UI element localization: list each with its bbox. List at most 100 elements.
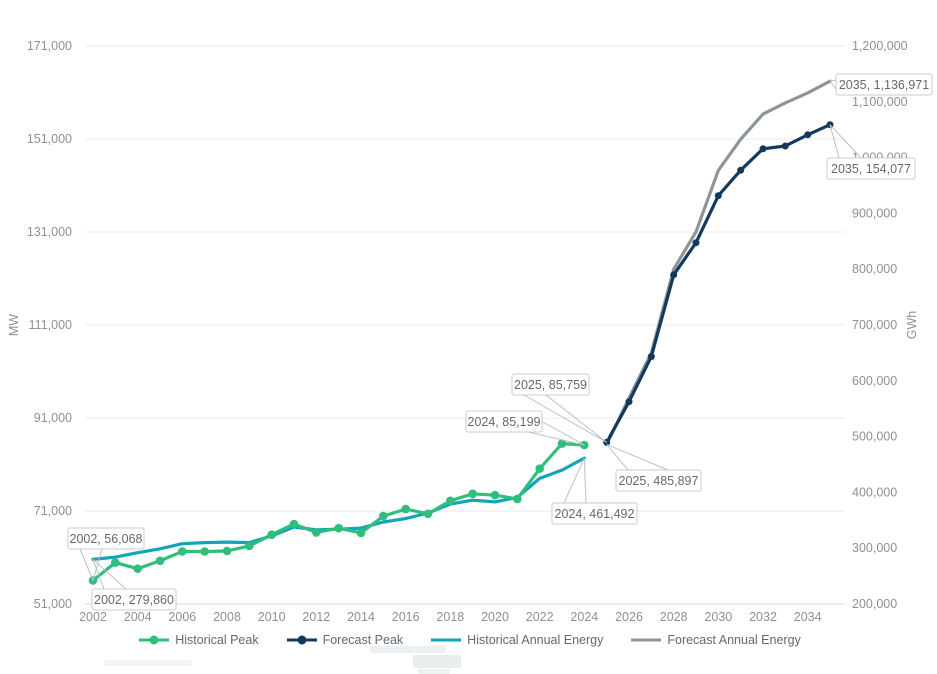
annotation-callout: 2024, 461,492: [551, 457, 638, 525]
annotation-callout: 2025, 85,759: [511, 373, 607, 443]
left-axis-tick: 51,000: [34, 597, 72, 611]
x-axis-tick: 2028: [660, 610, 688, 624]
annotation-callout: 2035, 154,077: [826, 124, 916, 180]
x-axis-tick: 2024: [570, 610, 598, 624]
right-axis-title: GWh: [905, 311, 919, 340]
legend-swatch-forecast-annual-energy: [631, 638, 662, 642]
annotation-leader-line: [79, 548, 94, 581]
x-axis-tick: 2006: [168, 610, 196, 624]
data-point-historical-peak: [178, 547, 187, 556]
legend-item-forecast-annual-energy: Forecast Annual Energy: [628, 633, 801, 647]
right-axis-tick: 500,000: [852, 430, 897, 444]
annotation-label: 2035, 154,077: [831, 162, 911, 176]
annotation-leader-line: [829, 80, 837, 90]
data-point-forecast-peak: [714, 192, 722, 200]
x-axis-tick: 2030: [704, 610, 732, 624]
right-axis-tick: 800,000: [852, 262, 897, 276]
right-axis-tick: 600,000: [852, 374, 897, 388]
annotation-leader-line: [545, 394, 607, 443]
annotation-callout: 2002, 279,860: [91, 559, 177, 611]
annotation-leader-line: [829, 124, 840, 159]
annotation-leader-line: [606, 444, 669, 471]
annotation-callout: 2024, 85,199: [465, 410, 585, 446]
artifact-smudge: [104, 660, 192, 666]
annotation-leader-line: [563, 457, 585, 504]
annotation-leader-line: [523, 394, 607, 443]
annotation-layer: 2002, 56,068 2002, 279,860 2024, 85,199 202…: [67, 73, 933, 611]
data-point-historical-peak: [490, 490, 500, 500]
data-point-historical-peak: [222, 546, 232, 556]
annotation-leader-line: [92, 548, 103, 581]
legend-label: Forecast Peak: [322, 633, 404, 647]
data-point-historical-peak: [557, 439, 567, 448]
legend-label: Historical Peak: [175, 633, 259, 647]
annotation-label: 2002, 56,068: [70, 532, 143, 546]
data-point-forecast-peak: [759, 145, 767, 153]
annotation-leader-line: [541, 421, 585, 446]
annotation-leader-line: [527, 431, 585, 446]
data-point-forecast-peak: [625, 398, 633, 406]
data-point-historical-peak: [423, 509, 433, 519]
x-axis-tick: 2010: [258, 610, 286, 624]
grid-layer: [85, 45, 845, 605]
artifact-smudge: [418, 669, 450, 674]
right-axis-tick: 1,100,000: [852, 95, 908, 109]
legend-swatch-historical-annual-energy: [431, 638, 462, 642]
legend-item-forecast-peak: Forecast Peak: [284, 633, 404, 647]
annotation-leader-line: [92, 559, 127, 590]
data-point-historical-peak: [468, 489, 478, 499]
left-axis-tick: 171,000: [27, 39, 72, 53]
left-axis-title: MW: [7, 314, 21, 336]
legend-dot-icon: [297, 635, 307, 645]
legend-swatch-forecast-peak: [286, 635, 317, 645]
x-axis-tick: 2018: [436, 610, 464, 624]
annotation-box: [67, 527, 145, 550]
data-point-historical-peak: [535, 464, 544, 474]
data-point-historical-peak: [312, 528, 321, 537]
left-axis-tick: 91,000: [34, 411, 72, 425]
left-axis-tick: 151,000: [27, 132, 72, 146]
legend-dot-icon: [149, 635, 159, 645]
data-point-forecast-peak: [781, 142, 789, 150]
left-axis-tick: 131,000: [27, 225, 72, 239]
tick-layer: 171,000 151,000 131,000 111,000 91,000 71,000…: [27, 39, 908, 624]
right-axis-tick: 300,000: [852, 541, 897, 555]
legend: Historical Peak Forecast Peak Historical A…: [0, 633, 937, 647]
legend-label: Forecast Annual Energy: [667, 633, 801, 647]
legend-item-historical-peak: Historical Peak: [136, 633, 259, 647]
annotation-callout: 2025, 485,897: [606, 444, 702, 492]
annotation-label: 2035, 1,136,971: [839, 78, 929, 92]
annotation-callout: 2002, 56,068: [67, 527, 145, 581]
x-axis-tick: 2016: [392, 610, 420, 624]
series-line-forecast-annual-energy: [605, 79, 832, 447]
annotation-box: [835, 73, 933, 96]
data-point-historical-peak: [155, 556, 165, 566]
data-point-historical-peak: [513, 494, 522, 504]
annotation-box: [511, 373, 590, 396]
annotation-box: [551, 502, 638, 525]
annotation-label: 2025, 85,759: [514, 378, 587, 392]
annotation-leader-line: [583, 458, 587, 504]
data-point-historical-peak: [446, 496, 455, 506]
annotation-leader-line: [829, 124, 862, 159]
left-axis-tick: 111,000: [29, 318, 72, 332]
x-axis-tick: 2008: [213, 610, 241, 624]
legend-label: Historical Annual Energy: [467, 633, 604, 647]
data-point-historical-peak: [111, 558, 120, 567]
data-point-forecast-peak: [804, 131, 812, 139]
data-point-forecast-peak: [647, 353, 655, 361]
x-axis-tick: 2002: [79, 610, 107, 624]
left-axis-tick: 71,000: [34, 504, 72, 518]
annotation-label: 2024, 85,199: [468, 415, 541, 429]
annotation-leader-line: [829, 79, 837, 82]
series-layer: [88, 79, 834, 585]
data-point-historical-peak: [267, 530, 277, 539]
x-axis-tick: 2022: [526, 610, 554, 624]
series-line-historical-annual-energy: [91, 456, 586, 562]
data-point-forecast-peak: [670, 271, 678, 279]
x-axis-tick: 2034: [794, 610, 822, 624]
annotation-box: [465, 410, 543, 433]
x-axis-tick: 2032: [749, 610, 777, 624]
